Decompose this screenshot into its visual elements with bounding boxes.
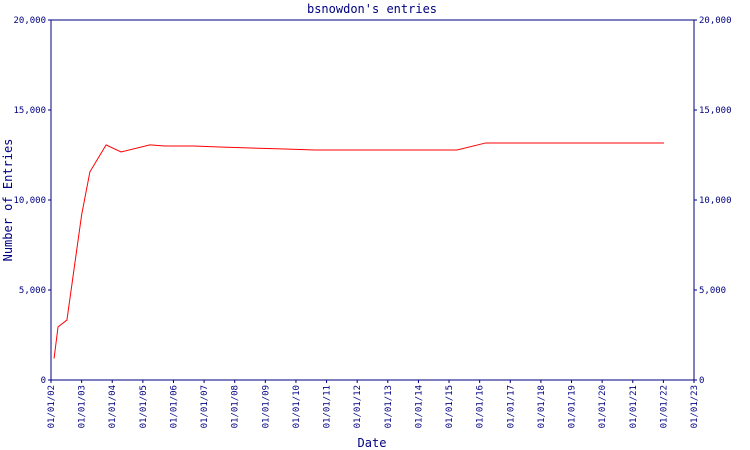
x-tick-label: 01/01/23: [690, 385, 700, 428]
x-tick-label: 01/01/06: [169, 385, 179, 428]
y-tick-label: 15,000: [13, 106, 46, 116]
y-tick-label: 0: [41, 376, 46, 386]
x-axis-label: Date: [358, 436, 387, 450]
x-tick-label: 01/01/15: [445, 385, 455, 428]
x-tick-label: 01/01/18: [537, 385, 547, 428]
y2-tick-label: 20,000: [699, 16, 732, 26]
x-tick-label: 01/01/09: [261, 385, 271, 428]
plot-frame: [50, 19, 695, 381]
y-axis-label: Number of Entries: [1, 139, 15, 262]
x-tick-label: 01/01/21: [629, 385, 639, 428]
y2-tick-label: 10,000: [699, 196, 732, 206]
x-tick-label: 01/01/16: [476, 385, 486, 428]
x-tick-label: 01/01/10: [292, 385, 302, 428]
x-tick-label: 01/01/12: [353, 385, 363, 428]
y-tick-label: 10,000: [13, 196, 46, 206]
chart-title: bsnowdon's entries: [307, 2, 437, 16]
x-tick-label: 01/01/11: [323, 385, 333, 428]
x-tick-label: 01/01/22: [659, 385, 669, 428]
y2-tick-label: 0: [699, 376, 704, 386]
x-tick-label: 01/01/19: [568, 385, 578, 428]
y-tick-label: 20,000: [13, 16, 46, 26]
x-tick-label: 01/01/04: [108, 385, 118, 428]
data-line: [53, 142, 664, 359]
x-tick-label: 01/01/02: [47, 385, 57, 428]
x-tick-label: 01/01/17: [506, 385, 516, 428]
x-tick-label: 01/01/07: [200, 385, 210, 428]
x-tick-label: 01/01/03: [78, 385, 88, 428]
x-tick-label: 01/01/13: [384, 385, 394, 428]
y-tick-label: 5,000: [19, 286, 46, 296]
x-tick-label: 01/01/05: [139, 385, 149, 428]
y2-tick-label: 15,000: [699, 106, 732, 116]
x-tick-label: 01/01/20: [598, 385, 608, 428]
x-tick-label: 01/01/08: [231, 385, 241, 428]
y2-tick-label: 5,000: [699, 286, 726, 296]
x-tick-label: 01/01/14: [414, 385, 424, 428]
